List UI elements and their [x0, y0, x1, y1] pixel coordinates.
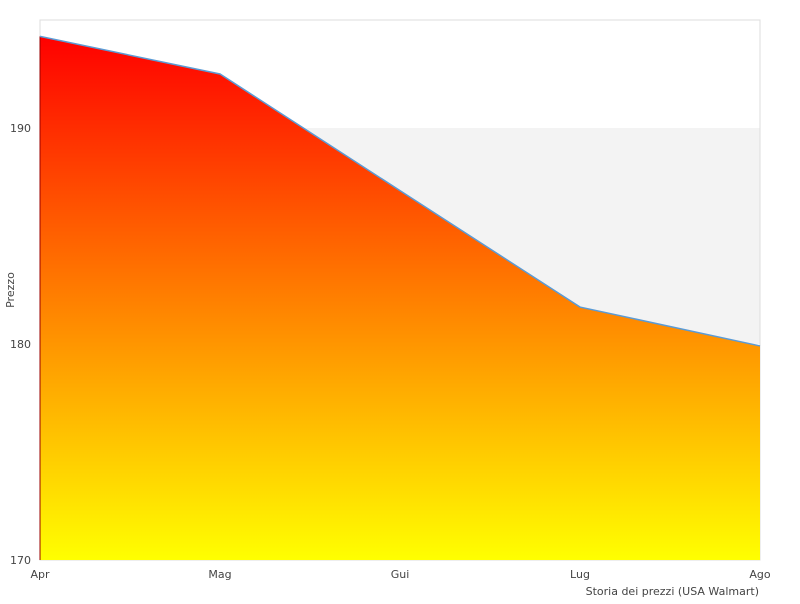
y-tick-label: 170 [10, 554, 31, 567]
x-tick-label: Lug [570, 568, 590, 581]
y-tick-label: 180 [10, 338, 31, 351]
x-tick-label: Ago [749, 568, 771, 581]
x-axis-label: Storia dei prezzi (USA Walmart) [586, 585, 759, 598]
x-tick-label: Apr [30, 568, 50, 581]
y-axis-label: Prezzo [4, 272, 17, 308]
x-tick-label: Gui [391, 568, 410, 581]
x-tick-label: Mag [208, 568, 231, 581]
y-tick-label: 190 [10, 122, 31, 135]
